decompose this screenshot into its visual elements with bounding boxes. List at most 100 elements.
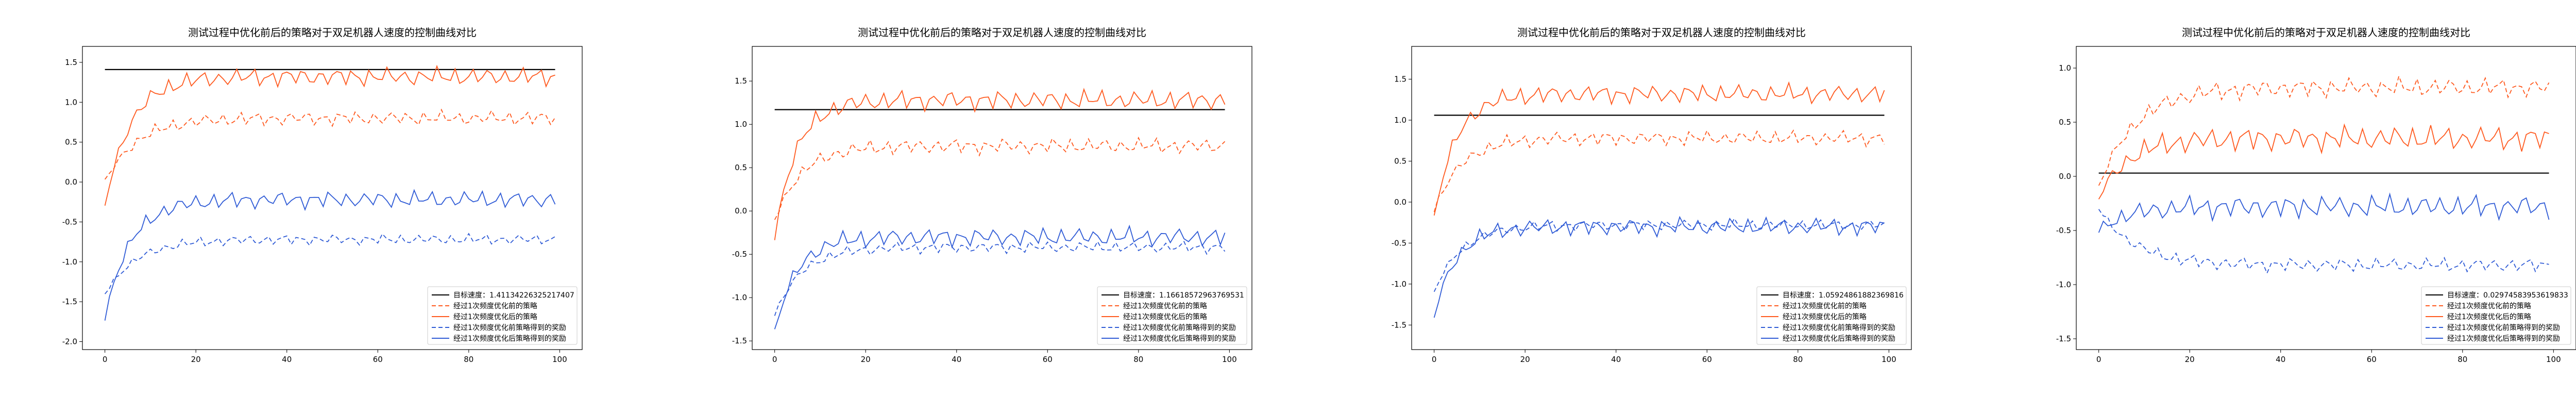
legend-before-policy-label: 经过1次频度优化前的策略 bbox=[2447, 302, 2531, 310]
x-tick-label: 40 bbox=[282, 355, 292, 364]
chart-title: 测试过程中优化前后的策略对于双足机器人速度的控制曲线对比 bbox=[858, 26, 1146, 39]
x-tick-label: 0 bbox=[103, 355, 108, 364]
legend-target-label: 目标速度：1.05924861882369816 bbox=[1783, 291, 1904, 300]
legend-target-label: 目标速度：0.02974583953619833 bbox=[2447, 291, 2568, 300]
legend-box bbox=[2421, 286, 2571, 345]
x-tick-label: 60 bbox=[2367, 355, 2377, 364]
x-tick-label: 80 bbox=[1133, 355, 1143, 364]
x-tick-label: 0 bbox=[2096, 355, 2102, 364]
legend-target-label: 目标速度：1.41134226325217407 bbox=[453, 291, 574, 300]
y-tick-label: 1.0 bbox=[735, 120, 747, 129]
y-tick-label: 0.5 bbox=[65, 138, 77, 147]
y-tick-label: 1.0 bbox=[65, 97, 77, 107]
y-tick-label: -1.0 bbox=[62, 257, 77, 267]
series-before-reward-dashed bbox=[2098, 209, 2549, 275]
x-tick-label: 40 bbox=[952, 355, 961, 364]
y-tick-label: -0.5 bbox=[2056, 226, 2071, 235]
x-tick-label: 60 bbox=[1702, 355, 1712, 364]
legend-box bbox=[1756, 286, 1907, 345]
y-tick-label: 1.0 bbox=[2059, 63, 2071, 73]
y-tick-label: -1.0 bbox=[1392, 279, 1406, 289]
series-after-reward-solid bbox=[774, 224, 1226, 329]
plot-frame bbox=[2076, 46, 2576, 350]
series-before-reward-dashed bbox=[104, 233, 555, 294]
x-tick-label: 40 bbox=[2276, 355, 2285, 364]
series-after-policy-solid bbox=[1433, 81, 1885, 216]
series-before-policy-dashed bbox=[1433, 129, 1885, 212]
chart-title: 测试过程中优化前后的策略对于双足机器人速度的控制曲线对比 bbox=[188, 26, 477, 39]
y-tick-label: 1.5 bbox=[735, 76, 747, 86]
y-tick-label: 0.0 bbox=[735, 206, 747, 216]
series-before-policy-dashed bbox=[2098, 74, 2550, 186]
series-before-policy-dashed bbox=[104, 108, 556, 180]
legend-before-reward-label: 经过1次频度优化前策略得到的奖励 bbox=[1783, 323, 1895, 332]
y-tick-label: -1.5 bbox=[2056, 334, 2071, 343]
legend-box bbox=[1097, 286, 1247, 345]
y-tick-label: 0.5 bbox=[735, 163, 747, 172]
y-tick-label: 0.0 bbox=[65, 177, 77, 187]
x-tick-label: 0 bbox=[772, 355, 777, 364]
y-tick-label: -1.5 bbox=[1392, 320, 1406, 329]
y-tick-label: -1.0 bbox=[732, 293, 747, 302]
x-tick-label: 100 bbox=[552, 355, 567, 364]
x-tick-label: 60 bbox=[1043, 355, 1053, 364]
legend-after-reward-label: 经过1次频度优化后策略得到的奖励 bbox=[2447, 334, 2560, 343]
series-before-policy-dashed bbox=[774, 136, 1226, 220]
x-tick-label: 80 bbox=[2458, 355, 2467, 364]
chart-panel-3: 测试过程中优化前后的策略对于双足机器人速度的控制曲线对比 0 20 40 60 80 100… bbox=[1392, 26, 1912, 364]
legend-after-reward-label: 经过1次频度优化后策略得到的奖励 bbox=[1783, 334, 1895, 343]
x-tick-label: 40 bbox=[1611, 355, 1621, 364]
plot-frame bbox=[752, 46, 1252, 350]
y-tick-label: -1.5 bbox=[732, 336, 747, 345]
x-tick-label: 20 bbox=[2185, 355, 2195, 364]
y-tick-label: -1.5 bbox=[62, 297, 77, 306]
series-after-reward-solid bbox=[2098, 192, 2550, 233]
series-after-reward-solid bbox=[1433, 216, 1885, 318]
x-tick-label: 20 bbox=[191, 355, 201, 364]
legend-before-reward-label: 经过1次频度优化前策略得到的奖励 bbox=[1123, 323, 1236, 332]
x-tick-label: 100 bbox=[1222, 355, 1237, 364]
y-tick-label: -2.0 bbox=[62, 337, 77, 346]
legend-after-policy-label: 经过1次频度优化后的策略 bbox=[2447, 312, 2531, 321]
chart-panel-2: 测试过程中优化前后的策略对于双足机器人速度的控制曲线对比 0 20 40 60 80 100… bbox=[732, 26, 1252, 364]
legend-before-policy-label: 经过1次频度优化前的策略 bbox=[453, 302, 537, 310]
plot-frame bbox=[82, 46, 583, 350]
legend-after-policy-label: 经过1次频度优化后的策略 bbox=[1123, 312, 1207, 321]
legend-after-reward-label: 经过1次频度优化后策略得到的奖励 bbox=[453, 334, 566, 343]
x-tick-label: 80 bbox=[464, 355, 473, 364]
y-tick-label: -1.0 bbox=[2056, 280, 2071, 289]
legend-before-reward-label: 经过1次频度优化前策略得到的奖励 bbox=[2447, 323, 2560, 332]
legend-after-policy-label: 经过1次频度优化后的策略 bbox=[1783, 312, 1867, 321]
legend-box bbox=[427, 286, 578, 345]
series-before-reward-dashed bbox=[774, 240, 1226, 316]
series-after-policy-solid bbox=[774, 88, 1226, 240]
y-tick-label: -0.5 bbox=[1392, 238, 1406, 248]
x-tick-label: 100 bbox=[2546, 355, 2561, 364]
y-tick-label: 0.0 bbox=[1394, 197, 1406, 207]
chart-title: 测试过程中优化前后的策略对于双足机器人速度的控制曲线对比 bbox=[2182, 26, 2470, 39]
series-after-policy-solid bbox=[2098, 123, 2549, 200]
legend-after-reward-label: 经过1次频度优化后策略得到的奖励 bbox=[1123, 334, 1236, 343]
y-tick-label: 0.5 bbox=[2059, 118, 2071, 127]
series-after-policy-solid bbox=[104, 64, 555, 206]
y-tick-label: -0.5 bbox=[62, 217, 77, 226]
y-tick-label: 0.5 bbox=[1394, 156, 1406, 166]
x-tick-label: 80 bbox=[1793, 355, 1803, 364]
x-tick-label: 60 bbox=[373, 355, 383, 364]
x-tick-label: 100 bbox=[1882, 355, 1896, 364]
chart-panel-4: 测试过程中优化前后的策略对于双足机器人速度的控制曲线对比 0 20 40 60 80 100… bbox=[2056, 26, 2576, 364]
legend-before-reward-label: 经过1次频度优化前策略得到的奖励 bbox=[453, 323, 566, 332]
legend-before-policy-label: 经过1次频度优化前的策略 bbox=[1783, 302, 1867, 310]
series-after-reward-solid bbox=[104, 189, 556, 321]
y-tick-label: -0.5 bbox=[732, 250, 747, 259]
x-tick-label: 20 bbox=[861, 355, 871, 364]
legend-target-label: 目标速度：1.16618572963769531 bbox=[1123, 291, 1244, 300]
chart-title: 测试过程中优化前后的策略对于双足机器人速度的控制曲线对比 bbox=[1517, 26, 1806, 39]
legend-after-policy-label: 经过1次频度优化后的策略 bbox=[453, 312, 537, 321]
x-tick-label: 20 bbox=[1520, 355, 1530, 364]
x-tick-label: 0 bbox=[1432, 355, 1437, 364]
y-tick-label: 1.5 bbox=[65, 58, 77, 67]
y-tick-label: 1.0 bbox=[1394, 116, 1406, 125]
